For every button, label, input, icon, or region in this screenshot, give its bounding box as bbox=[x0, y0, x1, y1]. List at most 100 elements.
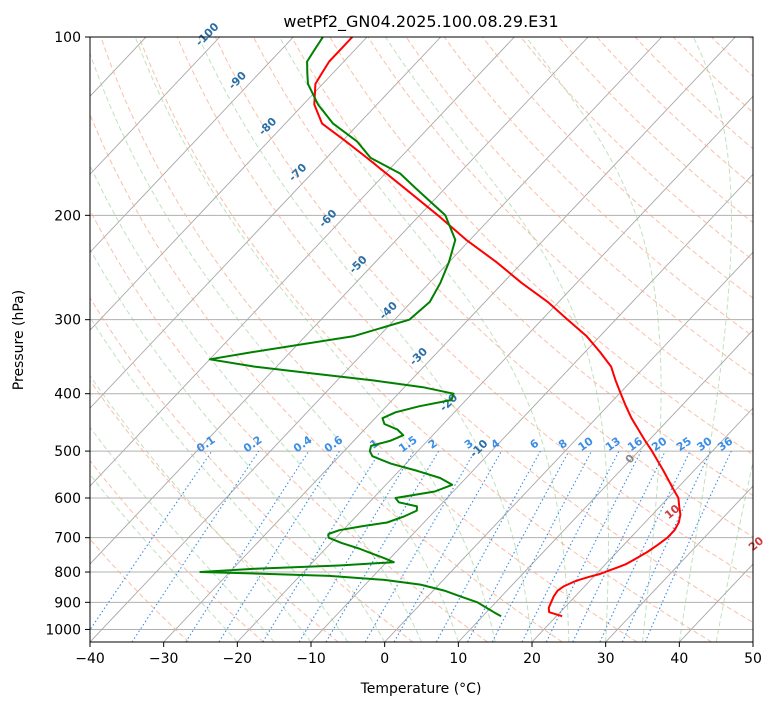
dry-adiabat-line bbox=[367, 37, 753, 416]
temperature-profile-line bbox=[313, 37, 682, 618]
axis-ticks: −40 −30 −20 −10 0 10 20 30 40 5010020030040050060… bbox=[45, 30, 762, 667]
moist-adiabat-line bbox=[198, 37, 533, 642]
x-tick-label: 30 bbox=[597, 651, 615, 667]
mixing-ratio-line bbox=[644, 450, 732, 642]
isotherm-line bbox=[90, 37, 663, 642]
moist-adiabat-line bbox=[525, 37, 662, 642]
dry-adiabat-line bbox=[90, 459, 264, 642]
dry-adiabat-line bbox=[100, 37, 638, 642]
y-tick-label: 300 bbox=[54, 313, 81, 329]
mixing-ratio-label: 8 bbox=[556, 437, 570, 452]
isotherm-line bbox=[90, 37, 515, 487]
moist-adiabat-line bbox=[90, 248, 386, 642]
y-tick-label: 500 bbox=[54, 444, 81, 460]
dry-adiabat-line bbox=[634, 37, 753, 150]
moist-adiabat-label: 20 bbox=[746, 534, 766, 554]
x-tick-label: 20 bbox=[523, 651, 541, 667]
moist-adiabat-line bbox=[90, 316, 349, 642]
mixing-ratio-line bbox=[185, 450, 310, 642]
mixing-ratio-line bbox=[131, 450, 260, 642]
dewpoint-profile-line bbox=[199, 37, 502, 618]
moist-adiabat-line bbox=[385, 37, 609, 642]
isotherm-line bbox=[310, 173, 753, 642]
dry-adiabat-line bbox=[90, 113, 563, 642]
y-tick-label: 600 bbox=[54, 491, 81, 507]
dry-adiabat-line bbox=[253, 37, 753, 538]
mixing-ratio-line bbox=[262, 450, 381, 642]
isotherm-label: -100 bbox=[193, 20, 222, 49]
dry-adiabat-line bbox=[90, 538, 190, 642]
dry-adiabat-line bbox=[558, 37, 753, 224]
moist-adiabat-line bbox=[90, 374, 312, 642]
dry-adiabat-line bbox=[291, 37, 753, 497]
mixing-ratio-label: 6 bbox=[528, 437, 542, 452]
isotherm-label: -60 bbox=[316, 207, 339, 230]
isotherm-line bbox=[458, 329, 753, 642]
x-tick-label: 40 bbox=[670, 651, 688, 667]
mixing-ratio-line bbox=[364, 450, 476, 642]
moist-adiabat-line bbox=[90, 473, 238, 642]
dry-adiabat-line bbox=[329, 37, 753, 456]
x-tick-label: −30 bbox=[149, 651, 179, 667]
mixing-ratio-line bbox=[218, 450, 341, 642]
plot-frame bbox=[89, 36, 754, 643]
mixing-ratio-label: 0.4 bbox=[291, 433, 315, 455]
isotherm-label: -70 bbox=[286, 161, 309, 184]
moist-adiabat-line bbox=[134, 37, 496, 642]
mixing-ratio-line bbox=[298, 450, 415, 642]
y-tick-label: 200 bbox=[54, 208, 81, 224]
dry-adiabat-line bbox=[90, 379, 339, 642]
moist-adiabat-line bbox=[715, 459, 753, 642]
mixing-ratio-line bbox=[521, 450, 620, 642]
x-axis-label: Temperature (°C) bbox=[360, 681, 482, 697]
isotherm-line bbox=[237, 95, 753, 642]
mixing-ratio-line bbox=[393, 450, 502, 642]
y-tick-label: 400 bbox=[54, 387, 81, 403]
dry-adiabat-line bbox=[214, 37, 753, 580]
y-axis-label: Pressure (hPa) bbox=[11, 290, 27, 390]
isotherm-line bbox=[605, 485, 753, 642]
dry-adiabat-line bbox=[443, 37, 753, 337]
moist-adiabat-line bbox=[678, 37, 733, 642]
y-tick-label: 700 bbox=[54, 531, 81, 547]
dry-adiabat-line bbox=[138, 37, 712, 642]
moist-adiabat-line bbox=[90, 52, 459, 642]
x-tick-label: −20 bbox=[223, 651, 253, 667]
mixing-ratio-line bbox=[599, 450, 691, 642]
y-tick-label: 900 bbox=[54, 595, 81, 611]
isotherm-line bbox=[163, 37, 736, 642]
mixing-ratio-line bbox=[491, 450, 593, 642]
isotherm-line bbox=[90, 37, 442, 409]
isotherm-line bbox=[384, 251, 753, 642]
dry-adiabat-line bbox=[176, 37, 753, 623]
isotherm-label: -30 bbox=[407, 345, 430, 368]
isotherm-line bbox=[90, 37, 589, 565]
x-tick-label: 50 bbox=[744, 651, 762, 667]
mixing-ratio-label: 0.1 bbox=[194, 433, 217, 455]
isotherm-line bbox=[90, 37, 368, 331]
mixing-ratio-line bbox=[325, 450, 440, 642]
isotherm-line bbox=[531, 407, 753, 642]
y-tick-label: 800 bbox=[54, 565, 81, 581]
isotherm-label: -40 bbox=[377, 299, 400, 322]
y-tick-label: 1000 bbox=[45, 622, 81, 638]
isotherm-label: -80 bbox=[256, 115, 279, 138]
chart-title: wetPf2_GN04.2025.100.08.29.E31 bbox=[283, 12, 558, 32]
x-tick-label: −40 bbox=[75, 651, 105, 667]
dry-adiabat-line bbox=[596, 37, 753, 187]
mixing-ratio-line bbox=[90, 450, 213, 631]
isotherm-line bbox=[90, 37, 294, 253]
background-line-labels: 0.1 0.2 0.4 0.6 1 1.5 2 3 4 6 8 10 13 16 20 25 30 36-100-… bbox=[193, 20, 766, 554]
isotherm-label: -90 bbox=[226, 69, 249, 92]
isotherm-line bbox=[90, 37, 221, 175]
mixing-ratio-line bbox=[435, 450, 541, 642]
x-tick-label: 0 bbox=[380, 651, 389, 667]
x-tick-label: 10 bbox=[449, 651, 467, 667]
mixing-ratio-line bbox=[572, 450, 666, 642]
mixing-ratio-line bbox=[467, 450, 570, 642]
series-group bbox=[199, 37, 682, 618]
y-tick-label: 100 bbox=[54, 30, 81, 46]
mixing-ratio-line bbox=[545, 450, 642, 642]
dry-adiabat-line bbox=[482, 37, 753, 299]
